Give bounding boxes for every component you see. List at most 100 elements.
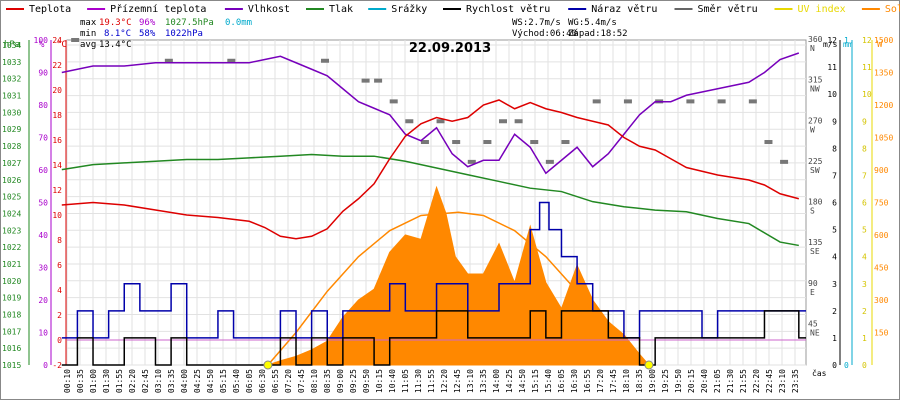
degc-tick: 8 [57, 236, 62, 245]
uv-tick: 8 [862, 144, 867, 153]
mm-axis-title: mm [843, 40, 853, 49]
uv-tick: 3 [862, 280, 867, 289]
dir-tick: 135 [808, 238, 823, 247]
time-tick: 18:10 [622, 369, 631, 393]
dir-tick: 315 [808, 76, 823, 85]
time-tick: 00:35 [76, 369, 85, 393]
time-tick: 14:50 [518, 369, 527, 393]
time-tick: 12:20 [440, 369, 449, 393]
degc-tick: 14 [52, 161, 62, 170]
pct-tick: 80 [38, 101, 48, 110]
pct-axis-title: % [39, 40, 45, 50]
wind-direction-mark [561, 140, 570, 145]
time-tick: 06:05 [245, 369, 254, 393]
time-tick: 19:00 [648, 369, 657, 393]
time-tick: 09:00 [336, 369, 345, 393]
legend-label: Směr větru [698, 3, 758, 15]
time-tick: 05:15 [219, 369, 228, 393]
hpa-tick: 1027 [2, 159, 21, 168]
stat-sunset: Západ:18:52 [568, 29, 628, 39]
wind-direction-mark [592, 99, 601, 104]
ms-tick: 12 [827, 36, 837, 45]
ms-tick: 7 [832, 171, 837, 180]
time-tick: 07:20 [284, 369, 293, 393]
uv-marker [644, 360, 654, 370]
pct-tick: 10 [38, 329, 48, 338]
time-tick: 11:55 [427, 369, 436, 393]
stat-avg-temp: 13.4°C [99, 40, 132, 50]
stat-rain: 0.0mm [225, 18, 252, 28]
w-tick: 1050 [874, 134, 893, 143]
legend-label: Teplota [29, 4, 71, 15]
ms-tick: 9 [832, 117, 837, 126]
legend-label: Náraz větru [591, 3, 657, 15]
time-tick: 01:55 [115, 369, 124, 393]
wind-direction-mark [545, 159, 554, 164]
stat-wg: WG:5.4m/s [568, 18, 617, 28]
wind-direction-mark [748, 99, 757, 104]
time-tick: 00:10 [63, 369, 72, 393]
hpa-tick: 1021 [2, 260, 21, 269]
ms-axis-title: m/s [823, 40, 838, 49]
stat-avg-label: avg [80, 40, 96, 50]
stat-max-hum: 96% [139, 18, 156, 28]
uv-tick: 4 [862, 253, 867, 262]
hpa-tick: 1024 [2, 209, 21, 218]
wind-direction-mark [361, 78, 370, 83]
time-tick: 02:20 [128, 369, 137, 393]
w-tick: 1200 [874, 101, 893, 110]
time-tick: 08:35 [323, 369, 332, 393]
humidity-line [61, 52, 800, 175]
time-tick: 12:45 [453, 369, 462, 393]
time-tick: 21:05 [713, 369, 722, 393]
degc-tick: 2 [57, 311, 62, 320]
dir-compass: NE [810, 328, 820, 337]
uv-marker [263, 360, 273, 370]
w-tick: 450 [874, 264, 889, 273]
wind-direction-mark [374, 78, 383, 83]
time-tick: 20:40 [700, 369, 709, 393]
wind-direction-mark [436, 119, 445, 124]
temperature-line [61, 99, 800, 240]
degc-tick: 18 [52, 111, 62, 120]
wind-direction-mark [530, 140, 539, 145]
hpa-tick: 1030 [2, 108, 21, 117]
time-tick: 19:25 [661, 369, 670, 393]
wind-direction-mark [405, 119, 414, 124]
pct-tick: 50 [38, 199, 48, 208]
degc-tick: 24 [52, 36, 62, 45]
stat-sunrise: Východ:06:40 [512, 29, 577, 39]
hpa-tick: 1016 [2, 344, 21, 353]
time-tick: 04:25 [193, 369, 202, 393]
degc-tick: 22 [52, 61, 62, 70]
ms-tick: 8 [832, 144, 837, 153]
time-tick: 22:20 [752, 369, 761, 393]
degc-tick: 6 [57, 261, 62, 270]
legend-label: Vlhkost [248, 4, 290, 15]
w-tick: 150 [874, 329, 889, 338]
wind-direction-mark [389, 99, 398, 104]
time-tick: 11:30 [414, 369, 423, 393]
uv-tick: 9 [862, 117, 867, 126]
stat-min-hum: 58% [139, 29, 156, 39]
hpa-tick: 1015 [2, 361, 21, 370]
uv-tick: 7 [862, 171, 867, 180]
time-tick: 11:05 [401, 369, 410, 393]
pct-tick: 100 [34, 36, 49, 45]
w-tick: 1350 [874, 69, 893, 78]
pct-tick: 30 [38, 264, 48, 273]
hpa-axis-title: hPa [4, 40, 20, 50]
time-tick: 16:30 [570, 369, 579, 393]
time-tick: 16:55 [583, 369, 592, 393]
time-tick: 14:25 [505, 369, 514, 393]
time-tick: 02:45 [141, 369, 150, 393]
wind-direction-mark [514, 119, 523, 124]
uv-tick: 5 [862, 226, 867, 235]
time-tick: 03:10 [154, 369, 163, 393]
degc-tick: -2 [52, 361, 62, 370]
w-tick: 1500 [874, 36, 893, 45]
w-axis-title: W [877, 40, 883, 50]
pct-tick: 0 [43, 361, 48, 370]
dir-compass: W [810, 125, 815, 134]
hpa-tick: 1020 [2, 277, 21, 286]
